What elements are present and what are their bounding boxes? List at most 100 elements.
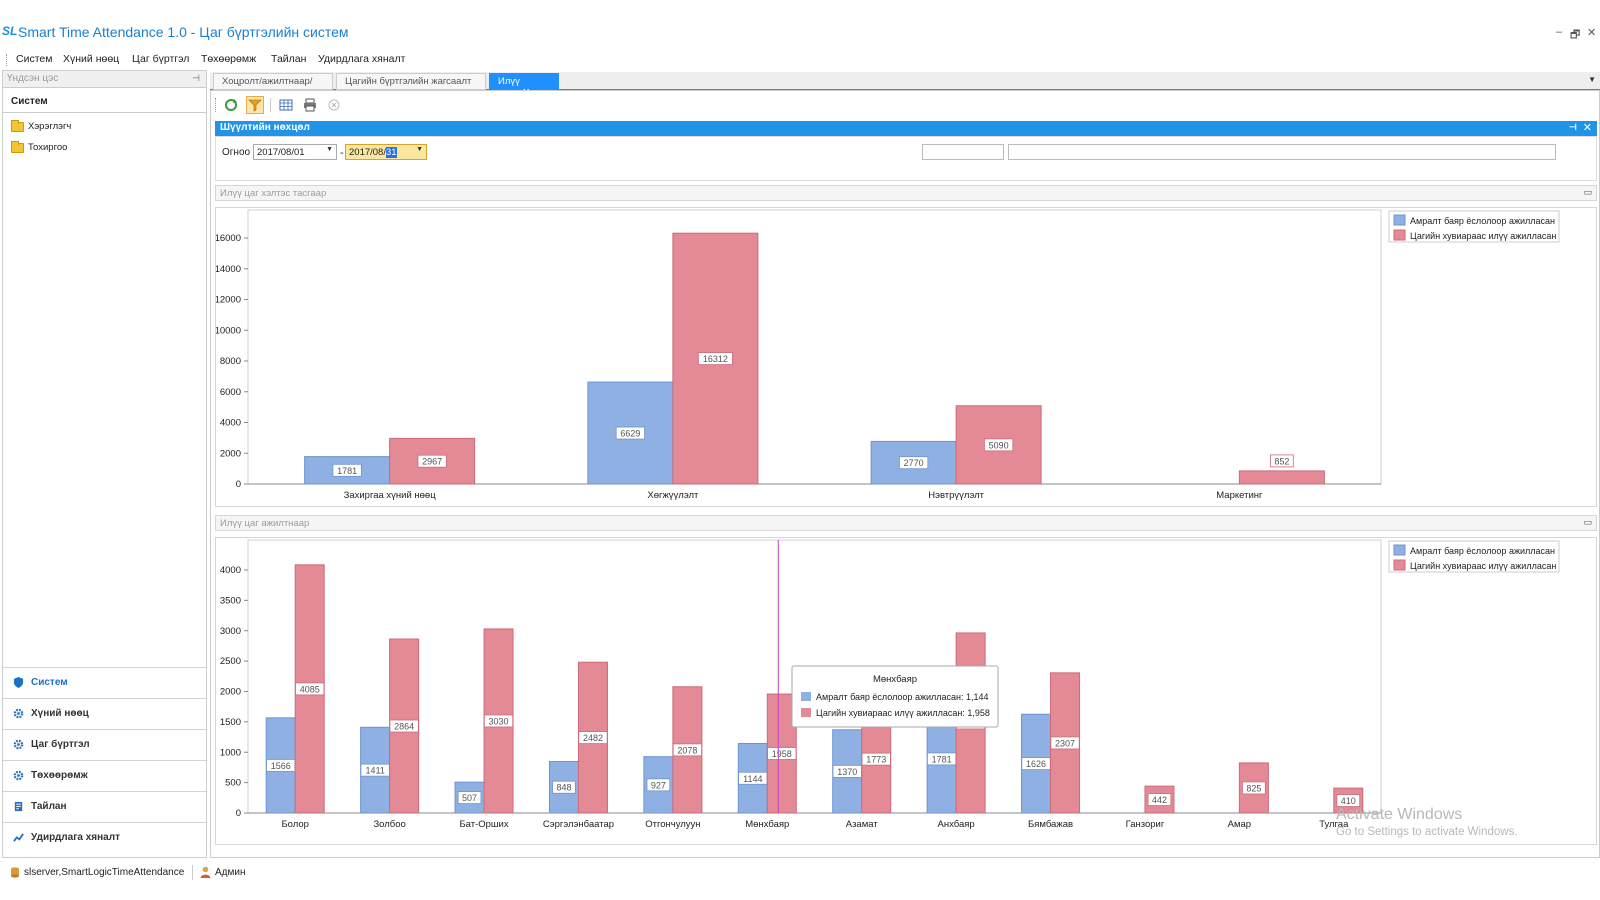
y-tick-label: 14000 <box>216 264 241 275</box>
sidebar-header: Үндсэн цэс ⊣ <box>3 71 206 88</box>
data-label-box <box>899 456 929 470</box>
menu-bar: Систем Хүний нөөц Цаг бүртгэл Төхөөрөмж … <box>0 50 1600 68</box>
x-tick-label: Золбоо <box>373 819 405 830</box>
legend-swatch <box>1393 544 1406 556</box>
date-to-input[interactable]: 2017/08/31 ▼ <box>345 144 427 160</box>
x-tick-label: Амар <box>1228 819 1251 830</box>
minimize-icon[interactable]: ▭ <box>1583 187 1592 197</box>
y-tick-label: 4000 <box>220 565 241 576</box>
minimize-button[interactable]: – <box>1556 26 1563 38</box>
menu-management[interactable]: Удирдлага хяналт <box>318 53 406 65</box>
minimize-icon[interactable]: ▭ <box>1583 517 1592 527</box>
legend-label: Цагийн хувиараас илүү ажилласан <box>1410 561 1556 571</box>
data-label: 507 <box>462 793 477 803</box>
filter-input-1[interactable] <box>922 144 1004 160</box>
title-bar: SL Smart Time Attendance 1.0 - Цаг бүртг… <box>0 0 1600 46</box>
data-label-box <box>1050 736 1080 750</box>
data-label-box <box>1147 793 1172 806</box>
pin-icon[interactable]: ⊣ <box>192 73 200 83</box>
nav-system[interactable]: Систем <box>3 667 206 697</box>
date-to-value: 2017/08/ <box>349 147 386 158</box>
chart-line-icon <box>13 833 24 842</box>
tab-label: Хоцролт/ажилтнаар/ <box>222 76 313 87</box>
department-overtime-chart: 0 2000 4000 6000 8000 10000 12000 14000 16000 Зах… <box>215 209 1560 501</box>
x-tick-label: Анхбаяр <box>938 819 975 830</box>
x-tick-label: Бямбажав <box>1028 819 1073 830</box>
nav-human-resources[interactable]: Хүний нөөц <box>3 698 206 728</box>
app-title: Smart Time Attendance 1.0 - Цаг бүртгэли… <box>18 24 349 40</box>
tooltip-swatch <box>801 692 811 701</box>
date-from-input[interactable]: 2017/08/01 ▼ <box>253 144 337 160</box>
print-button[interactable] <box>301 96 319 114</box>
tree-item-users[interactable]: Хэрэглэгч <box>11 119 72 132</box>
menu-devices[interactable]: Төхөөрөмж <box>201 53 257 65</box>
data-label: 2307 <box>1055 738 1075 748</box>
toolbar <box>215 95 343 115</box>
grid-button[interactable] <box>277 96 295 114</box>
menu-time-registration[interactable]: Цаг бүртгэл <box>132 53 190 65</box>
data-label: 2482 <box>583 733 603 743</box>
date-separator: - <box>340 147 344 159</box>
bar-extra-hours <box>1238 470 1325 485</box>
group-title-label: Илүү цаг ажилтнаар <box>220 518 310 529</box>
y-tick-label: 0 <box>236 808 241 819</box>
date-from-value: 2017/08/01 <box>257 147 305 158</box>
gear-icon <box>13 739 24 750</box>
tooltip-row: Амралт баяр ёслолоор ажилласан: 1,144 <box>816 692 989 702</box>
tab-lateness-by-employee[interactable]: Хоцролт/ажилтнаар/ <box>213 73 333 90</box>
database-icon <box>10 867 20 881</box>
chevron-down-icon[interactable]: ▼ <box>1588 75 1596 84</box>
tree-item-settings[interactable]: Тохиргоо <box>11 140 68 153</box>
filter-input-2[interactable] <box>1008 144 1556 160</box>
tab-label: Цагийн бүртгэлийн жагсаалт <box>345 76 472 87</box>
nav-reports[interactable]: Тайлан <box>3 791 206 821</box>
filter-panel-title: Шүүлтийн нөхцөл <box>220 122 310 133</box>
y-tick-label: 3500 <box>220 595 241 606</box>
tree-item-label: Тохиргоо <box>28 142 68 153</box>
data-label: 2770 <box>904 458 924 468</box>
menu-reports[interactable]: Тайлан <box>271 53 307 65</box>
nav-management[interactable]: Удирдлага хяналт <box>3 822 206 852</box>
close-circle-button[interactable] <box>325 96 343 114</box>
data-label: 1626 <box>1026 759 1046 769</box>
sidebar-header-label: Үндсэн цэс <box>7 73 59 84</box>
filter-button[interactable] <box>246 96 264 114</box>
x-tick-label: Болор <box>281 819 309 830</box>
y-tick-label: 2500 <box>220 656 241 667</box>
x-tick-label: Бат-Орших <box>459 819 508 830</box>
data-label-box <box>984 438 1014 452</box>
tab-overtime[interactable]: Илүү цаг✕ <box>489 73 559 98</box>
data-label: 410 <box>1341 796 1356 806</box>
menu-human-resources[interactable]: Хүний нөөц <box>63 53 120 65</box>
restore-button[interactable]: 🗗 <box>1570 29 1581 41</box>
data-label-box <box>483 714 514 728</box>
data-label: 6629 <box>620 429 640 439</box>
tab-time-records-list[interactable]: Цагийн бүртгэлийн жагсаалт <box>336 73 486 90</box>
toolbar-separator <box>270 98 271 112</box>
data-label: 927 <box>651 780 666 790</box>
nav-time-registration[interactable]: Цаг бүртгэл <box>3 729 206 759</box>
tree-item-label: Хэрэглэгч <box>28 121 72 132</box>
document-tabs: Хоцролт/ажилтнаар/ Цагийн бүртгэлийн жаг… <box>210 72 1600 98</box>
data-label: 1773 <box>866 755 886 765</box>
close-button[interactable]: ✕ <box>1587 27 1597 39</box>
data-label-box <box>578 731 608 745</box>
nav-label: Төхөөрөмж <box>31 770 88 781</box>
legend <box>1388 540 1560 573</box>
nav-label: Удирдлага хяналт <box>31 832 120 843</box>
x-tick-label: Маркетинг <box>1216 490 1263 501</box>
user-icon <box>200 866 211 881</box>
legend-swatch <box>1393 214 1406 226</box>
menu-system[interactable]: Систем <box>16 53 53 65</box>
y-tick-label: 1000 <box>220 747 241 758</box>
nav-devices[interactable]: Төхөөрөмж <box>3 760 206 790</box>
close-icon[interactable]: ✕ <box>1582 122 1592 134</box>
dropdown-arrow-icon[interactable]: ▼ <box>416 146 423 153</box>
tooltip-row: Цагийн хувиараас илүү ажилласан: 1,958 <box>816 708 990 718</box>
refresh-button[interactable] <box>222 96 240 114</box>
employee-chart: 0 500 1000 1500 2000 2500 3000 3500 4000 Болор 156… <box>215 537 1597 845</box>
folder-icon <box>11 140 24 153</box>
menu-grip <box>6 54 8 66</box>
pin-icon[interactable]: ⊣ <box>1568 122 1577 132</box>
dropdown-arrow-icon[interactable]: ▼ <box>326 146 333 153</box>
